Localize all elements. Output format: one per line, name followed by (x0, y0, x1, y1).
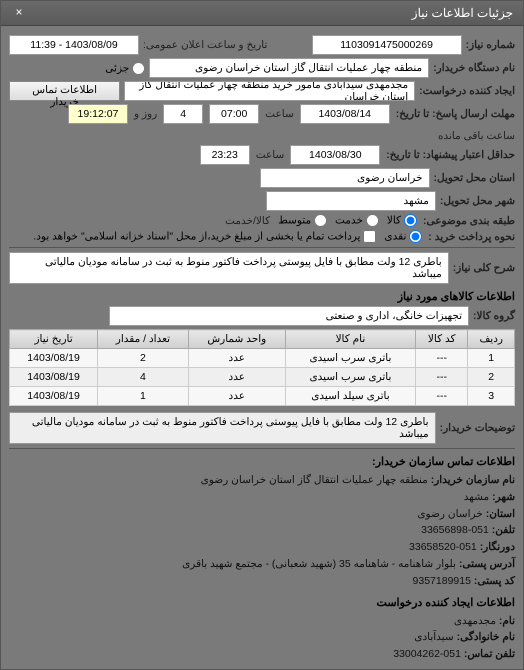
time-label-1: ساعت (265, 108, 294, 120)
table-cell: --- (416, 349, 468, 368)
table-cell: --- (416, 368, 468, 387)
table-cell: 3 (468, 387, 515, 406)
radio-all[interactable]: کالا (387, 214, 417, 227)
province-field: خراسان رضوی (260, 168, 430, 188)
buyer-desc-field: باطری 12 ولت مطابق با فایل پیوستی پرداخت… (9, 412, 436, 444)
panel-header: جزئیات اطلاعات نیاز × (1, 1, 523, 26)
group-label: گروه کالا: (473, 310, 515, 322)
table-cell: باتری سیلد اسیدی (285, 387, 415, 406)
goods-table: ردیفکد کالانام کالاواحد شمارشتعداد / مقد… (9, 329, 515, 406)
reply-time-field: 07:00 (209, 104, 259, 124)
part-radio-label[interactable]: جزئی (105, 62, 145, 75)
close-icon[interactable]: × (11, 5, 27, 21)
province-label: استان محل تحویل: (434, 172, 515, 184)
table-header: واحد شمارش (188, 330, 285, 349)
org-section-title: اطلاعات تماس سازمان خریدار: (9, 455, 515, 468)
pkg-label: طبقه بندی موضوعی: (423, 215, 515, 227)
table-header: تعداد / مقدار (98, 330, 189, 349)
radio-mid[interactable]: متوسط (278, 214, 327, 227)
need-title-field: باطری 12 ولت مطابق با فایل پیوستی پرداخت… (9, 252, 449, 284)
table-row[interactable]: 2---باتری سرب اسیدیعدد41403/08/19 (10, 368, 515, 387)
reply-deadline-label: مهلت ارسال پاسخ: تا تاریخ: (396, 108, 515, 120)
reply-date-field: 1403/08/14 (300, 104, 390, 124)
table-cell: 1 (98, 387, 189, 406)
person-info-block: نام: مجدمهدی نام خانوادگی: سیدآبادی تلفن… (9, 613, 515, 663)
org-info-block: نام سازمان خریدار: منطقه چهار عملیات انت… (9, 472, 515, 590)
valid-time-field: 23:23 (200, 145, 250, 165)
table-header: ردیف (468, 330, 515, 349)
org-field: منطقه چهار عملیات انتقال گاز استان خراسا… (149, 58, 429, 78)
contact-buyer-button[interactable]: اطلاعات تماس خریدار (9, 81, 120, 101)
table-cell: 1403/08/19 (10, 349, 98, 368)
table-cell: 2 (98, 349, 189, 368)
city-label: شهر محل تحویل: (440, 195, 515, 207)
table-header: تاریخ نیاز (10, 330, 98, 349)
table-cell: باتری سرب اسیدی (285, 368, 415, 387)
creator-field: مجدمهدی سیدآبادی مامور خرید منطقه چهار ع… (124, 81, 415, 101)
table-cell: 2 (468, 368, 515, 387)
need-title-label: شرح کلی نیاز: (453, 262, 515, 274)
pay-label: نحوه پرداخت خرید : (428, 231, 515, 243)
creator-label: ایجاد کننده درخواست: (419, 85, 515, 97)
table-cell: 1 (468, 349, 515, 368)
table-cell: 1403/08/19 (10, 387, 98, 406)
buyer-desc-label: توضیحات خریدار: (440, 422, 515, 434)
table-header: نام کالا (285, 330, 415, 349)
table-cell: --- (416, 387, 468, 406)
person-section-title: اطلاعات ایجاد کننده درخواست (9, 596, 515, 609)
radio-cash[interactable]: نقدی (384, 230, 422, 243)
table-cell: عدد (188, 349, 285, 368)
table-cell: عدد (188, 368, 285, 387)
table-row[interactable]: 1---باتری سرب اسیدیعدد21403/08/19 (10, 349, 515, 368)
req-no-field: 1103091475000269 (312, 35, 462, 55)
table-row[interactable]: 3---باتری سیلد اسیدیعدد11403/08/19 (10, 387, 515, 406)
radio-few[interactable]: خدمت (335, 214, 379, 227)
table-cell: 4 (98, 368, 189, 387)
table-cell: باتری سرب اسیدی (285, 349, 415, 368)
announce-label: تاریخ و ساعت اعلان عمومی: (143, 39, 267, 51)
req-no-label: شماره نیاز: (466, 39, 515, 51)
goods-section-title: اطلاعات کالاهای مورد نیاز (9, 290, 515, 303)
part-radio[interactable] (132, 62, 145, 75)
org-label: نام دستگاه خریدار: (433, 62, 515, 74)
panel-title: جزئیات اطلاعات نیاز (27, 6, 513, 20)
valid-label: حداقل اعتبار پیشنهاد: تا تاریخ: (386, 149, 515, 161)
remain-label: ساعت باقی مانده (438, 130, 515, 142)
table-cell: 1403/08/19 (10, 368, 98, 387)
table-cell: عدد (188, 387, 285, 406)
days-field: 4 (163, 104, 203, 124)
group-field: تجهیزات خانگی، اداری و صنعتی (109, 306, 469, 326)
remain-field: 19:12:07 (68, 104, 128, 124)
pay-note-check[interactable]: پرداخت تمام یا بخشی از مبلغ خرید،از محل … (33, 230, 376, 243)
days-label: روز و (134, 108, 157, 120)
svc-label: کالا/خدمت (225, 215, 270, 227)
table-header: کد کالا (416, 330, 468, 349)
announce-field: 1403/08/09 - 11:39 (9, 35, 139, 55)
valid-date-field: 1403/08/30 (290, 145, 380, 165)
city-field: مشهد (266, 191, 436, 211)
time-label-2: ساعت (256, 149, 285, 161)
